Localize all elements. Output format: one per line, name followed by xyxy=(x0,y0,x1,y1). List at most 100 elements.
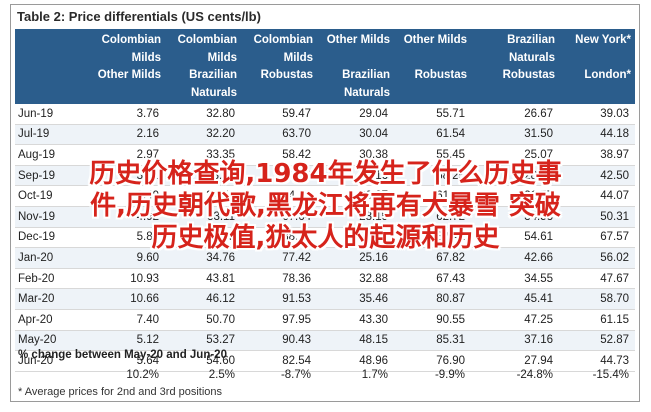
price-differentials-table: Colombian Milds Other Milds Colombian Milds… xyxy=(15,29,635,372)
column-header-line xyxy=(396,85,467,103)
column-header: Colombian Milds Robustas xyxy=(241,29,317,104)
column-header-line: Robustas xyxy=(502,69,555,81)
table-cell: 80.87 xyxy=(394,288,471,310)
overlay-line: 历史极值,犹太人的起源和历史 xyxy=(151,223,500,253)
table-cell: 2.16 xyxy=(89,124,165,146)
column-header-line: New York* xyxy=(575,34,631,46)
table-cell: 59.47 xyxy=(241,104,317,125)
overlay-watermark-text: 历史价格查询,1984年发生了什么历史事 件,历史朝代歌,黑龙江将再有大暴雪 突破… xyxy=(0,158,651,254)
pct-change-cell: 1.7% xyxy=(361,369,388,381)
table-cell: 26.67 xyxy=(471,104,559,125)
header-blank-cell xyxy=(15,29,89,104)
table-cell: 7.40 xyxy=(89,309,165,331)
table-cell: 39.03 xyxy=(559,104,635,125)
column-header-line: Naturals xyxy=(190,86,237,99)
row-month: Nov-19 xyxy=(15,206,89,228)
column-header: Colombian Milds Other Milds xyxy=(89,29,165,104)
table-cell: 55.45 xyxy=(394,144,471,166)
row-month: Jan-20 xyxy=(15,247,89,269)
table-cell: 54.60 xyxy=(165,350,241,372)
pct-change-cell: -8.7% xyxy=(280,369,311,381)
column-header-line: Colombian xyxy=(101,34,161,46)
table-cell: 54.61 xyxy=(471,227,559,249)
table-cell: 5.64 xyxy=(89,350,165,372)
column-header: Brazilian Naturals Robustas xyxy=(471,29,559,104)
table-cell: 61.54 xyxy=(394,124,471,146)
table-cell: 56.02 xyxy=(559,247,635,269)
table-cell: 4.92 xyxy=(89,206,165,228)
pct-change-cell: 10.2% xyxy=(126,369,159,381)
column-header-line xyxy=(243,85,313,103)
table-cell: 25.07 xyxy=(471,144,559,166)
table-cell: 58.25 xyxy=(394,165,471,187)
row-month: Feb-20 xyxy=(15,268,89,290)
table-cell: 88.26 xyxy=(241,227,317,249)
table-row: Dec-19 5.85 33.65 88.26 27.80 82.41 54.61 67.57 xyxy=(15,227,635,249)
row-month: Mar-20 xyxy=(15,288,89,310)
table-row: Feb-20 10.93 43.81 78.36 32.88 67.43 34.55 47.6… xyxy=(15,268,635,290)
table-cell: 33.65 xyxy=(165,227,241,249)
row-month: Jun-20 xyxy=(15,350,89,372)
column-header-line xyxy=(91,85,161,103)
row-month: Jul-19 xyxy=(15,124,89,146)
table-cell: 85.31 xyxy=(394,330,471,352)
table-title: Table 2: Price differentials (US cents/l… xyxy=(17,9,261,24)
pct-change-row: 10.2% 2.5% -8.7% 1.7% -9.9% -24.8% -15.4% xyxy=(15,367,635,383)
pct-change-table: 10.2% 2.5% -8.7% 1.7% -9.9% -24.8% -15.4% xyxy=(15,367,635,383)
table-cell: 5.85 xyxy=(89,227,165,249)
table-cell: 31.57 xyxy=(471,185,559,207)
table-cell: 32.20 xyxy=(165,124,241,146)
column-header: Colombian Milds Brazilian Naturals xyxy=(165,29,241,104)
pct-row-label xyxy=(15,367,89,383)
column-header-line: Milds xyxy=(207,51,237,64)
table-cell: 52.87 xyxy=(559,330,635,352)
table-cell: 67.43 xyxy=(394,268,471,290)
column-header-line xyxy=(396,50,467,68)
table-cell: 61.64 xyxy=(394,185,471,207)
table-cell: 82.41 xyxy=(394,227,471,249)
row-month: Jun-19 xyxy=(15,104,89,125)
pct-change-cell: -9.9% xyxy=(434,369,465,381)
table-cell: 34.55 xyxy=(471,268,559,290)
table-cell: 34.53 xyxy=(471,206,559,228)
table-cell: 33.17 xyxy=(165,165,241,187)
column-header: Other Milds Brazilian Naturals xyxy=(317,29,394,104)
table-cell: 30.16 xyxy=(317,165,394,187)
table-cell: 48.15 xyxy=(317,330,394,352)
column-header-line: Robustas xyxy=(260,69,313,81)
column-header-line: Other Milds xyxy=(326,34,390,46)
pct-change-cell: 2.5% xyxy=(208,369,235,381)
column-header-line: Robustas xyxy=(414,69,467,81)
overlay-line: 历史价格查询,1984年发生了什么历史事 xyxy=(89,159,562,189)
table-cell: 91.53 xyxy=(241,288,317,310)
table-cell: 38.97 xyxy=(559,144,635,166)
table-row: Jul-19 2.16 32.20 63.70 30.04 61.54 31.50 44.18 xyxy=(15,124,635,146)
table-row: Nov-19 4.92 33.11 67.64 28.19 62.72 34.53 50.31 xyxy=(15,206,635,228)
footnote: * Average prices for 2nd and 3rd positio… xyxy=(18,386,223,398)
table-cell: 58.42 xyxy=(241,144,317,166)
table-cell: 90.55 xyxy=(394,309,471,331)
column-header-line: Milds xyxy=(283,51,313,64)
row-month: Oct-19 xyxy=(15,185,89,207)
table-cell: 43.30 xyxy=(317,309,394,331)
column-header-line: Milds xyxy=(131,51,161,64)
table-cell: 3.01 xyxy=(89,165,165,187)
table-cell: 55.71 xyxy=(394,104,471,125)
pct-change-cell: -24.8% xyxy=(516,369,553,381)
column-header-line xyxy=(561,50,631,68)
overlay-line: 件,历史朝代歌,黑龙江将再有大暴雪 突破 xyxy=(90,191,561,221)
table-cell: 37.16 xyxy=(471,330,559,352)
table-cell: 28.19 xyxy=(317,206,394,228)
row-month: Aug-19 xyxy=(15,144,89,166)
table-cell: 53.27 xyxy=(165,330,241,352)
table-cell: 2.97 xyxy=(89,144,165,166)
table-cell: 27.94 xyxy=(471,350,559,372)
header-row: Colombian Milds Other Milds Colombian Milds… xyxy=(15,29,635,104)
column-header-line: Colombian xyxy=(177,34,237,46)
table-cell: 34.76 xyxy=(165,247,241,269)
column-header-line: Brazilian xyxy=(342,69,390,81)
table-cell: 46.12 xyxy=(165,288,241,310)
column-header-line: Colombian xyxy=(253,34,313,46)
table-row: May-20 5.12 53.27 90.43 48.15 85.31 37.16 52.87 xyxy=(15,330,635,352)
column-header-line: Brazilian xyxy=(507,34,555,46)
